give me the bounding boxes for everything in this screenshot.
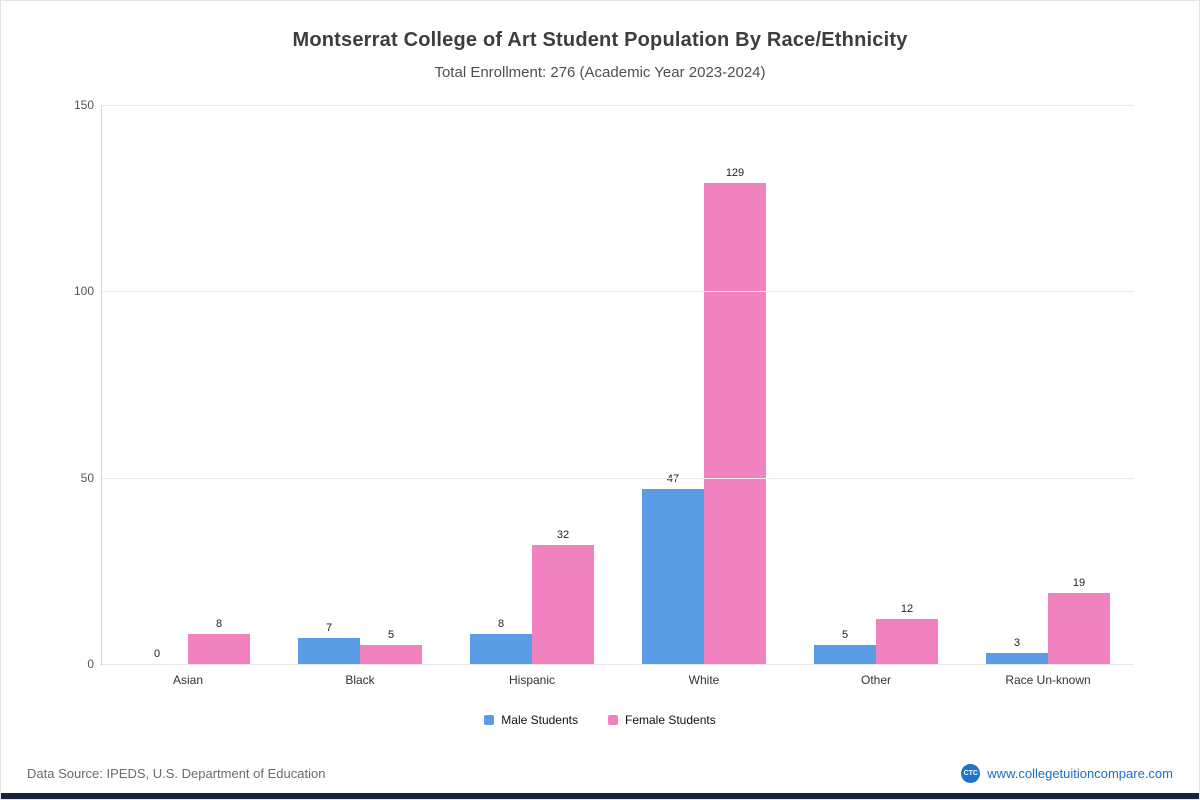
bar-value-label: 7 xyxy=(325,621,333,634)
bar-value-label: 32 xyxy=(556,528,570,541)
ctc-logo-icon: CTC xyxy=(961,764,981,783)
category-group-hispanic: 8 32 Hispanic xyxy=(446,105,618,687)
barwrap-male-students-hispanic: 8 xyxy=(470,618,532,664)
category-group-race-un-known: 3 19 Race Un-known xyxy=(962,105,1134,687)
gridline-150 xyxy=(102,105,1134,106)
bar-female-students-white xyxy=(704,183,766,664)
bar-female-students-black xyxy=(360,645,422,664)
bar-value-label: 0 xyxy=(153,648,161,660)
barwrap-female-students-asian: 8 xyxy=(188,618,250,664)
legend-label: Male Students xyxy=(501,713,578,727)
bar-male-students-white xyxy=(642,488,704,664)
barwrap-male-students-asian: 0 xyxy=(126,648,188,664)
bar-value-label: 129 xyxy=(725,167,745,180)
barwrap-male-students-black: 7 xyxy=(298,622,360,664)
y-axis-tick-100: 100 xyxy=(73,284,94,299)
bar-female-students-race-un-known xyxy=(1048,593,1110,664)
bar-male-students-other xyxy=(814,645,876,664)
y-axis-tick-0: 0 xyxy=(87,657,94,671)
data-source-text: Data Source: IPEDS, U.S. Department of E… xyxy=(27,766,326,781)
bar-value-label: 8 xyxy=(215,618,223,631)
bar-female-students-other xyxy=(876,619,938,664)
gridline-50 xyxy=(102,477,1134,479)
legend-swatch-icon xyxy=(608,715,618,725)
bar-value-label: 47 xyxy=(666,472,680,485)
x-axis-label-black: Black xyxy=(345,673,375,687)
bar-female-students-hispanic xyxy=(532,544,594,664)
barwrap-male-students-other: 5 xyxy=(814,629,876,664)
chart-title: Montserrat College of Art Student Popula… xyxy=(292,29,908,51)
x-axis-label-other: Other xyxy=(860,673,891,687)
legend-swatch-icon xyxy=(484,715,495,725)
gridline-0 xyxy=(102,664,1134,665)
bar-groups: 0 8 Asian 7 5 Black 8 32 Hispanic 47 129 White 5 12 Ot… xyxy=(102,105,1134,687)
barwrap-male-students-race-un-known: 3 xyxy=(986,637,1048,664)
site-link[interactable]: www.collegetuitioncompare.com xyxy=(987,766,1173,781)
category-group-black: 7 5 Black xyxy=(274,105,446,687)
x-axis-label-race-un-known: Race Un-known xyxy=(1005,673,1091,687)
gridline-100 xyxy=(102,291,1134,293)
barwrap-male-students-white: 47 xyxy=(642,473,704,664)
bar-female-students-asian xyxy=(188,634,250,664)
bar-value-label: 5 xyxy=(387,629,395,642)
bar-chart-plot-area: 0 8 Asian 7 5 Black 8 32 Hispanic 47 129 White 5 12 Ot… xyxy=(74,98,1134,687)
x-axis-label-hispanic: Hispanic xyxy=(508,673,556,687)
x-axis-label-asian: Asian xyxy=(172,673,204,687)
chart-subtitle: Total Enrollment: 276 (Academic Year 202… xyxy=(434,64,766,81)
site-attribution: CTC www.collegetuitioncompare.com xyxy=(961,764,1173,783)
y-axis-tick-50: 50 xyxy=(80,470,94,485)
bar-male-students-race-un-known xyxy=(986,652,1048,664)
category-group-white: 47 129 White xyxy=(618,105,790,687)
bottom-accent-bar xyxy=(1,793,1199,799)
legend-label: Female Students xyxy=(625,713,716,727)
bar-value-label: 12 xyxy=(900,603,914,616)
bar-value-label: 5 xyxy=(841,629,849,642)
category-group-asian: 0 8 Asian xyxy=(102,105,274,687)
bar-value-label: 3 xyxy=(1013,636,1021,649)
page-footer: Data Source: IPEDS, U.S. Department of E… xyxy=(1,764,1199,783)
barwrap-female-students-other: 12 xyxy=(876,603,938,664)
legend-item-female-students: Female Students xyxy=(608,713,716,727)
x-axis-label-white: White xyxy=(688,673,720,687)
y-axis-tick-150: 150 xyxy=(73,98,94,112)
bar-value-label: 8 xyxy=(497,618,505,631)
barwrap-female-students-white: 129 xyxy=(704,167,766,664)
bar-male-students-black xyxy=(298,637,360,664)
bar-value-label: 19 xyxy=(1072,577,1086,590)
category-group-other: 5 12 Other xyxy=(790,105,962,687)
legend-item-male-students: Male Students xyxy=(484,713,578,727)
barwrap-female-students-race-un-known: 19 xyxy=(1048,577,1110,664)
chart-legend: Male Students Female Students xyxy=(1,713,1199,727)
barwrap-female-students-hispanic: 32 xyxy=(532,529,594,664)
bar-male-students-hispanic xyxy=(470,634,532,664)
barwrap-female-students-black: 5 xyxy=(360,629,422,664)
